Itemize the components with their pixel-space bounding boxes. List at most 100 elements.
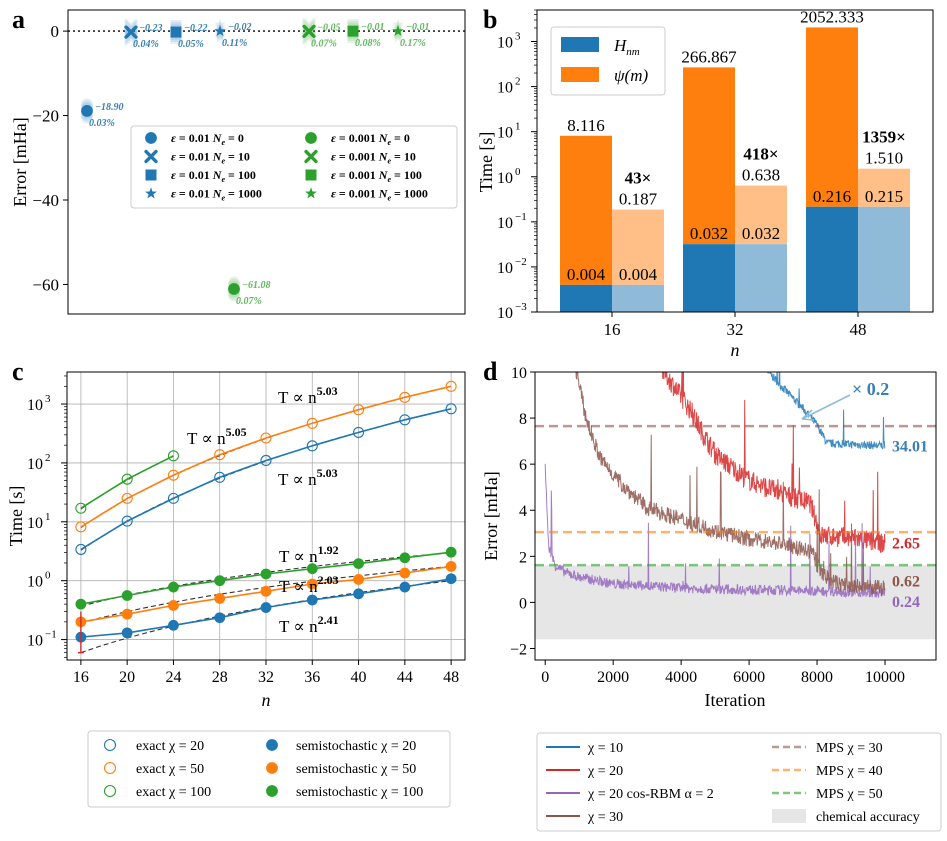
- legend-eps-value: = 0.001: [336, 131, 379, 145]
- legend-eps-symbol: ε: [331, 168, 336, 182]
- legend-marker-exact: [103, 761, 117, 775]
- bar-psi-reduced: [735, 185, 787, 245]
- legend-box: [130, 125, 458, 209]
- point-percent-label: 0.03%: [89, 118, 115, 129]
- series-point: [445, 403, 457, 415]
- series-point: [399, 567, 411, 579]
- legend-marker: [145, 169, 157, 181]
- legend-label: ε = 0.01 Ne = 10: [171, 150, 250, 166]
- series-point: [167, 450, 179, 462]
- data-point: [124, 25, 138, 39]
- legend-label-exact: exact χ = 50: [136, 762, 204, 777]
- scaling-annotation: T ∝ n5.03: [278, 384, 338, 407]
- series-point: [306, 563, 318, 575]
- series-line: [80, 385, 452, 528]
- y-tick-label: 10: [497, 260, 513, 277]
- legend-ne-symbol: N: [212, 187, 223, 201]
- series-point: [306, 417, 318, 429]
- series-point: [445, 560, 457, 572]
- y-tick-label: 8: [519, 411, 527, 428]
- panel-a-frame: [67, 9, 466, 315]
- x-tick-label: 0: [541, 669, 549, 686]
- legend-label: chemical accuracy: [816, 810, 920, 825]
- legend-eps-symbol: ε: [171, 187, 176, 201]
- panel-b-frame: [536, 9, 934, 313]
- legend-eps-symbol: ε: [171, 131, 176, 145]
- legend-label: ε = 0.01 Ne = 100: [171, 168, 256, 184]
- data-point: [81, 105, 93, 117]
- bar-psi-reduced: [858, 168, 910, 207]
- y-tick-label: 10: [27, 633, 43, 650]
- series-point: [353, 404, 365, 416]
- legend-ne-value: = 100: [225, 168, 256, 182]
- ghost-marker: [392, 18, 404, 30]
- panel-d-xlabel: Iteration: [705, 690, 766, 710]
- convergence-curve: [575, 372, 886, 597]
- legend-ne-sub: e: [221, 194, 225, 203]
- y-tick-label: 10: [27, 397, 43, 414]
- panel-c-xlabel: n: [262, 690, 271, 710]
- series-point: [399, 581, 411, 593]
- chemical-accuracy-band: [535, 565, 936, 640]
- legend-ne-symbol: N: [378, 150, 389, 164]
- ghost-marker: [214, 29, 226, 41]
- y-tick-exponent: 0: [45, 570, 51, 582]
- scaling-annotation: T ∝ n1.92: [279, 543, 339, 566]
- y-tick-label: 10: [497, 125, 513, 142]
- legend-swatch-band: [772, 809, 806, 823]
- bar-hnm-label: 0.032: [690, 224, 728, 243]
- ghost-marker: [392, 29, 404, 41]
- legend-label-exact: exact χ = 20: [136, 739, 204, 754]
- legend-label: MPS χ = 50: [816, 787, 883, 802]
- legend-eps-value: = 0.01: [176, 187, 213, 201]
- series-point: [306, 594, 318, 606]
- bar-total-label: 0.187: [619, 190, 658, 209]
- series-point: [445, 573, 457, 585]
- legend-marker: [304, 149, 318, 164]
- legend-ne-value: = 10: [391, 150, 416, 164]
- series-point: [75, 502, 87, 514]
- bar-hnm-label: 0.004: [567, 265, 606, 284]
- legend-label: ε = 0.01 Ne = 0: [171, 131, 244, 147]
- series-point: [121, 492, 133, 504]
- y-tick-label: 0: [519, 595, 527, 612]
- legend-label-semi: semistochastic χ = 100: [296, 785, 423, 800]
- y-tick-label: 4: [519, 503, 527, 520]
- x-tick-label: 36: [304, 669, 320, 686]
- series-point: [260, 585, 272, 597]
- scaling-annotation: T ∝ n2.03: [279, 573, 339, 596]
- y-tick-label: 10: [511, 365, 527, 382]
- series-point: [260, 568, 272, 580]
- series-point: [260, 432, 272, 444]
- series-point: [167, 492, 179, 504]
- data-point: [392, 25, 404, 36]
- legend-eps-symbol: ε: [331, 150, 336, 164]
- panel-label-d: d: [483, 357, 498, 386]
- point-percent-label: 0.05%: [178, 39, 204, 50]
- legend-ne-sub: e: [221, 138, 225, 147]
- legend-label: MPS χ = 40: [816, 764, 883, 779]
- data-point: [170, 26, 182, 38]
- legend-ne-value: = 10: [225, 150, 250, 164]
- legend-label-hnm-sub: nm: [626, 46, 640, 58]
- legend-marker: [305, 132, 317, 144]
- bar-total-label: 266.867: [681, 47, 737, 66]
- curve-end-label: 0.24: [892, 594, 920, 611]
- y-tick-label: −2: [510, 641, 527, 658]
- y-tick-label: 10: [27, 456, 43, 473]
- y-tick-exponent: 1: [45, 511, 51, 523]
- legend-ne-symbol: N: [378, 131, 389, 145]
- series-point: [260, 602, 272, 613]
- legend-label-semi: semistochastic χ = 50: [296, 762, 416, 777]
- y-tick-label: 10: [27, 515, 43, 532]
- legend-label: ε = 0.001 Ne = 1000: [331, 187, 428, 203]
- x-tick-label: 6000: [733, 669, 765, 686]
- x-tick-label: 48: [443, 669, 459, 686]
- scaling-annotation: T ∝ n5.03: [278, 466, 338, 489]
- y-tick-label: 10: [497, 80, 513, 97]
- bar-total-label: 8.116: [567, 116, 605, 135]
- series-point: [353, 558, 364, 570]
- series-point: [121, 627, 133, 639]
